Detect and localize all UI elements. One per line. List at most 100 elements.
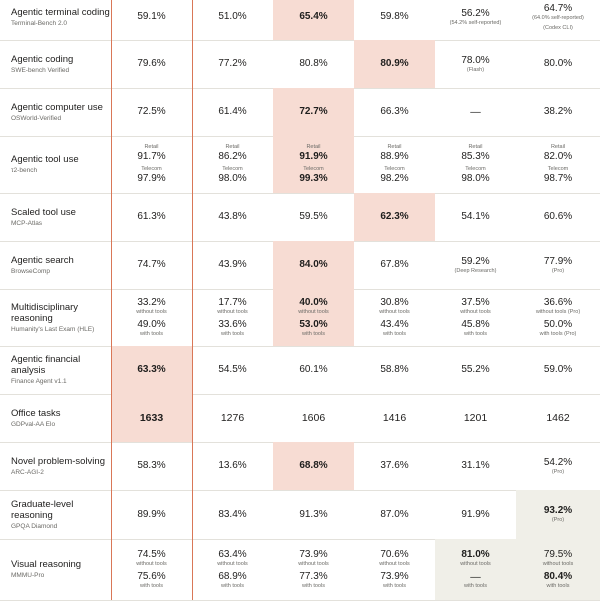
score-entry: 93.2% (Pro) xyxy=(544,505,572,524)
score-note: without tools xyxy=(379,309,410,315)
score-entry: 49.0% with tools xyxy=(137,319,165,338)
score-entry: 77.3% with tools xyxy=(299,571,327,590)
table-row: Agentic computer use OSWorld-Verified 72.5… xyxy=(0,88,600,137)
score-entry: 58.3% xyxy=(137,460,165,472)
score-value: 61.3% xyxy=(137,211,166,222)
benchmark-title: Scaled tool use xyxy=(11,206,76,218)
score-cell: 84.0% xyxy=(273,241,354,289)
score-category-label: Retail xyxy=(468,144,483,150)
benchmark-subtitle: Finance Agent v1.1 xyxy=(11,378,67,385)
score-cell: 58.8% xyxy=(354,346,435,394)
score-entry: 59.1% xyxy=(137,11,165,23)
score-value: 81.0% xyxy=(461,549,490,560)
score-entry: Telecom 98.2% xyxy=(380,166,408,185)
score-entry: 64.7% (64.0% self-reported) xyxy=(532,3,584,22)
score-value: 45.8% xyxy=(461,319,490,330)
score-entry: 77.9% (Pro) xyxy=(544,256,572,275)
score-category-label: Retail xyxy=(225,144,240,150)
score-note: without tools xyxy=(217,561,248,567)
table-row: Office tasks GDPval-AA Elo 1633 1276 1606 141… xyxy=(0,394,600,443)
score-value: 50.0% xyxy=(543,319,573,330)
score-entry: 54.2% (Pro) xyxy=(544,457,572,476)
score-cell: 93.2% (Pro) xyxy=(516,490,600,539)
benchmark-label: Scaled tool use MCP-Atlas xyxy=(11,193,111,241)
score-entry: 63.3% xyxy=(137,364,165,376)
score-cell: 13.6% xyxy=(192,442,273,490)
benchmark-title: Agentic tool use xyxy=(11,154,79,165)
benchmark-title: Agentic coding xyxy=(11,53,74,65)
benchmark-title: Novel problem-solving xyxy=(11,455,105,467)
score-entry: 73.9% without tools xyxy=(298,549,329,568)
score-entry: — xyxy=(470,106,481,118)
score-entry: 38.2% xyxy=(544,106,572,118)
score-cell: 36.6% without tools (Pro) 50.0% with tools … xyxy=(516,289,600,346)
score-entry: 13.6% xyxy=(218,460,246,472)
score-note: without tools xyxy=(298,561,329,567)
score-cell: 73.9% without tools 77.3% with tools xyxy=(273,539,354,600)
score-note: (54.2% self-reported) xyxy=(449,19,502,26)
score-cell: 59.5% xyxy=(273,193,354,241)
benchmark-subtitle: Humanity's Last Exam (HLE) xyxy=(11,325,95,333)
score-value: 91.7% xyxy=(137,151,166,162)
score-entry: 1462 xyxy=(546,412,569,424)
score-value: 67.8% xyxy=(380,259,409,270)
score-value: 58.3% xyxy=(137,460,166,471)
score-category-label: Telecom xyxy=(547,166,569,172)
score-note: with tools xyxy=(221,331,244,337)
score-cell: 55.2% xyxy=(435,346,516,394)
score-cell: 1276 xyxy=(192,394,273,442)
score-cell: 1416 xyxy=(354,394,435,442)
score-value: 80.8% xyxy=(299,58,328,69)
score-value: 40.0% xyxy=(299,297,328,308)
score-value: 66.3% xyxy=(380,106,409,117)
score-entry: 31.1% xyxy=(461,460,489,472)
score-cell: 31.1% xyxy=(435,442,516,490)
score-entry: 75.6% with tools xyxy=(137,571,165,590)
score-value: 87.0% xyxy=(380,508,409,520)
score-value: 1606 xyxy=(301,412,326,424)
score-entry: 37.5% without tools xyxy=(460,297,491,316)
score-entry: 74.7% xyxy=(137,259,165,271)
score-entry: 68.8% xyxy=(299,460,327,472)
score-cell: 43.9% xyxy=(192,241,273,289)
score-entry: 51.0% xyxy=(218,11,246,23)
score-entry: 80.4% with tools xyxy=(544,571,572,590)
score-value: 98.2% xyxy=(380,173,409,184)
table-row: Scaled tool use MCP-Atlas 61.3% 43.8% 59.5% 6… xyxy=(0,193,600,242)
score-cell: 77.9% (Pro) xyxy=(516,241,600,289)
score-note: (Codex CLI) xyxy=(543,24,573,31)
benchmark-title: Office tasks xyxy=(11,407,61,419)
benchmark-subtitle: SWE-bench Verified xyxy=(11,66,70,74)
score-cell: 58.3% xyxy=(111,442,192,490)
table-row: Visual reasoning MMMU-Pro 74.5% without too… xyxy=(0,539,600,601)
score-cell: 1633 xyxy=(111,394,192,442)
score-entry: 74.5% without tools xyxy=(136,549,167,568)
score-value: 30.8% xyxy=(380,297,409,308)
score-cell: 87.0% xyxy=(354,490,435,539)
score-cell: 1462 xyxy=(516,394,600,442)
score-entry: 1633 xyxy=(140,412,163,424)
score-cell: 63.4% without tools 68.9% with tools xyxy=(192,539,273,600)
score-value: 79.5% xyxy=(543,549,573,560)
benchmark-title: Multidisciplinary reasoning xyxy=(11,301,79,324)
score-cell: Retail 82.0% Telecom 98.7% xyxy=(516,136,600,193)
score-entry: 40.0% without tools xyxy=(298,297,329,316)
score-entry: 56.2% (54.2% self-reported) xyxy=(450,8,502,27)
score-note: with tools xyxy=(383,583,406,589)
benchmark-title: Agentic terminal coding xyxy=(11,6,110,18)
score-value: 68.8% xyxy=(299,460,328,471)
score-value: 68.9% xyxy=(218,571,247,582)
score-note: with tools xyxy=(140,583,163,589)
score-entry: 45.8% with tools xyxy=(461,319,489,338)
score-value: 70.6% xyxy=(380,549,409,560)
score-entry: Retail 91.9% xyxy=(299,144,327,163)
score-value: 13.6% xyxy=(218,460,247,471)
score-entry: 55.2% xyxy=(461,364,489,376)
score-entry: 78.0% (Flash) xyxy=(461,55,489,74)
score-value: 73.9% xyxy=(380,571,409,582)
benchmark-title: Visual reasoning xyxy=(11,559,82,570)
benchmark-label: Graduate-level reasoning GPQA Diamond xyxy=(11,490,111,539)
score-value: 37.5% xyxy=(461,297,490,308)
score-entry: 81.0% without tools xyxy=(460,549,491,568)
score-value: 51.0% xyxy=(218,11,247,22)
